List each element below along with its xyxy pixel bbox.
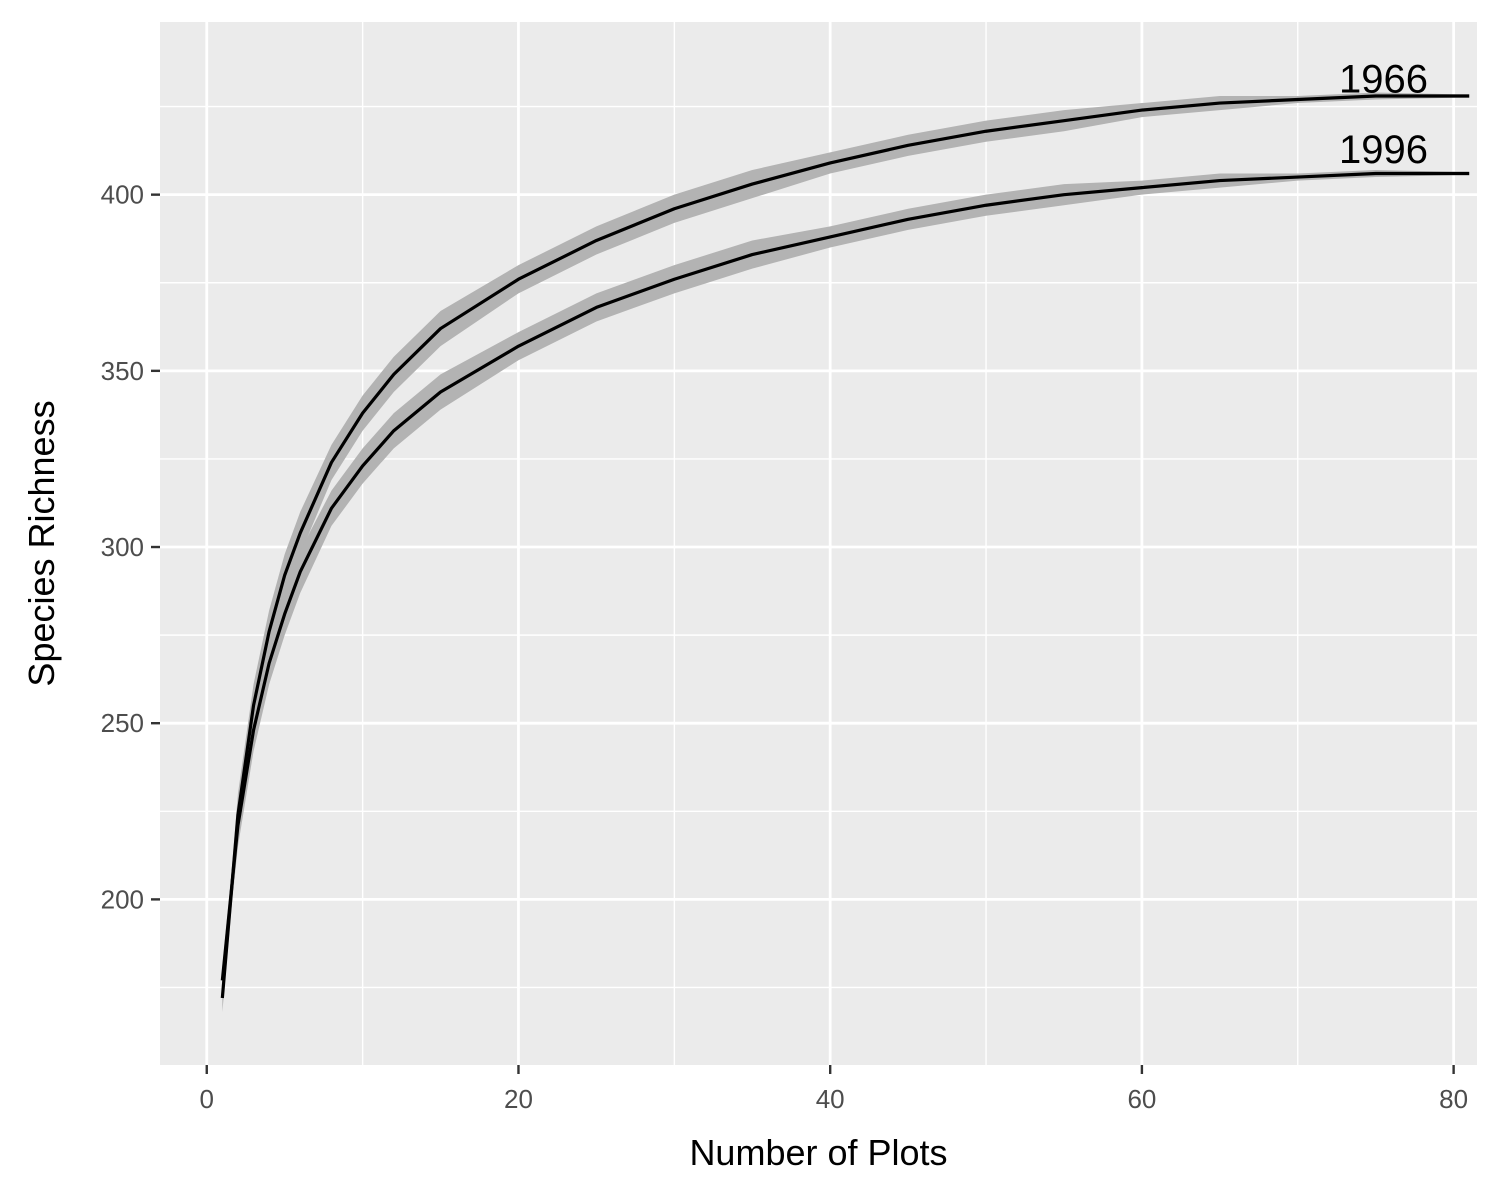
series-label-1966: 1966 [1339,57,1428,101]
y-tick-label: 400 [101,180,144,210]
series-line-1966 [220,94,1470,999]
x-tick-label: 20 [504,1084,533,1114]
series-line-1996 [220,171,1470,981]
series-layer: 1966 1996 [220,57,1470,1013]
x-tick-label: 80 [1439,1084,1468,1114]
x-tick-label: 0 [200,1084,214,1114]
axis-ticks: 0 20 40 60 80 200 250 300 350 400 [101,180,1468,1114]
y-tick-label: 300 [101,532,144,562]
x-tick-label: 40 [816,1084,845,1114]
y-tick-label: 350 [101,356,144,386]
y-tick-label: 200 [101,884,144,914]
y-tick-label: 250 [101,708,144,738]
y-axis-title: Species Richness [21,400,62,686]
x-tick-label: 60 [1127,1084,1156,1114]
series-label-1996: 1996 [1339,128,1428,172]
major-gridlines [160,22,1477,1065]
x-axis-title: Number of Plots [689,1132,947,1173]
